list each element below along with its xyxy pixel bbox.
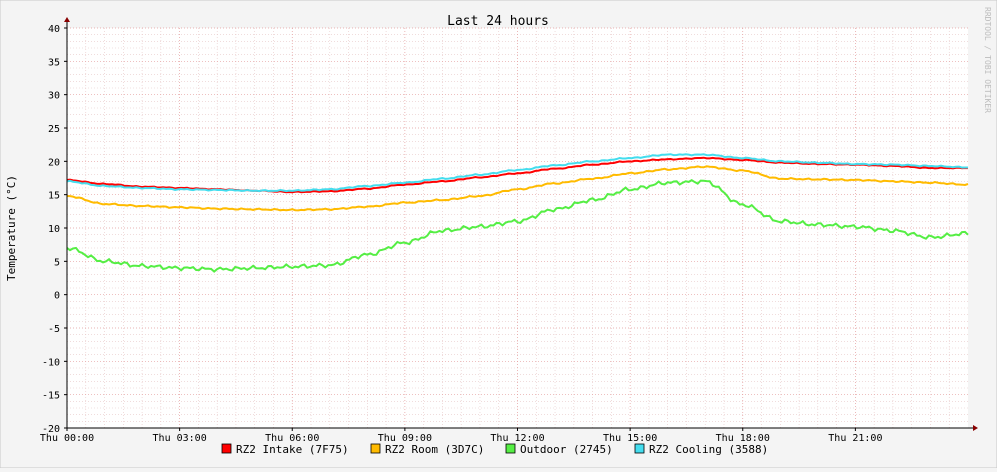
x-tick-label: Thu 09:00 [378, 433, 432, 444]
y-axis-label: Temperature (°C) [5, 175, 18, 281]
y-tick-label: 0 [54, 291, 60, 302]
y-tick-label: 15 [48, 191, 60, 202]
y-tick-label: -10 [42, 357, 60, 368]
y-tick-label: -15 [42, 391, 60, 402]
x-tick-labels: Thu 00:00 Thu 03:00 Thu 06:00 Thu 09:00 Thu … [40, 428, 882, 444]
series-line-2 [66, 179, 969, 273]
y-axis-arrow [64, 17, 70, 22]
x-tick-label: Thu 12:00 [490, 433, 544, 444]
y-tick-label: 40 [48, 24, 60, 35]
x-tick-label: Thu 03:00 [153, 433, 207, 444]
y-tick-label: -20 [42, 424, 60, 435]
x-tick-label: Thu 00:00 [40, 433, 94, 444]
legend-swatch-3 [634, 443, 645, 454]
y-tick-label: 35 [48, 57, 60, 68]
legend-label-1: RZ2 Room (3D7C) [385, 443, 484, 456]
y-tick-label: 10 [48, 224, 60, 235]
series-line-1 [66, 165, 969, 212]
x-axis-arrow [973, 425, 978, 431]
axes [64, 17, 978, 431]
legend: RZ2 Intake (7F75) RZ2 Room (3D7C) Outdoor … [221, 443, 768, 456]
legend-label-3: RZ2 Cooling (3588) [649, 443, 768, 456]
x-tick-label: Thu 15:00 [603, 433, 657, 444]
watermark: RRDTOOL / TOBI OETIKER [983, 7, 992, 113]
y-tick-label: -5 [48, 324, 60, 335]
x-tick-label: Thu 18:00 [716, 433, 770, 444]
series-line-3 [66, 153, 969, 193]
chart-title: Last 24 hours [447, 14, 549, 29]
x-tick-label: Thu 21:00 [828, 433, 882, 444]
y-tick-label: 5 [54, 257, 60, 268]
legend-label-2: Outdoor (2745) [520, 443, 613, 456]
y-tick-label: 20 [48, 157, 60, 168]
y-tick-label: 25 [48, 124, 60, 135]
y-tick-labels: 40 35 30 25 20 15 10 5 0 -5 -10 -15 -20 [42, 24, 67, 435]
legend-swatch-0 [221, 443, 232, 454]
legend-swatch-1 [370, 443, 381, 454]
series-layer [66, 153, 969, 273]
legend-label-0: RZ2 Intake (7F75) [236, 443, 349, 456]
y-tick-label: 30 [48, 91, 60, 102]
legend-swatch-2 [505, 443, 516, 454]
x-tick-label: Thu 06:00 [265, 433, 319, 444]
